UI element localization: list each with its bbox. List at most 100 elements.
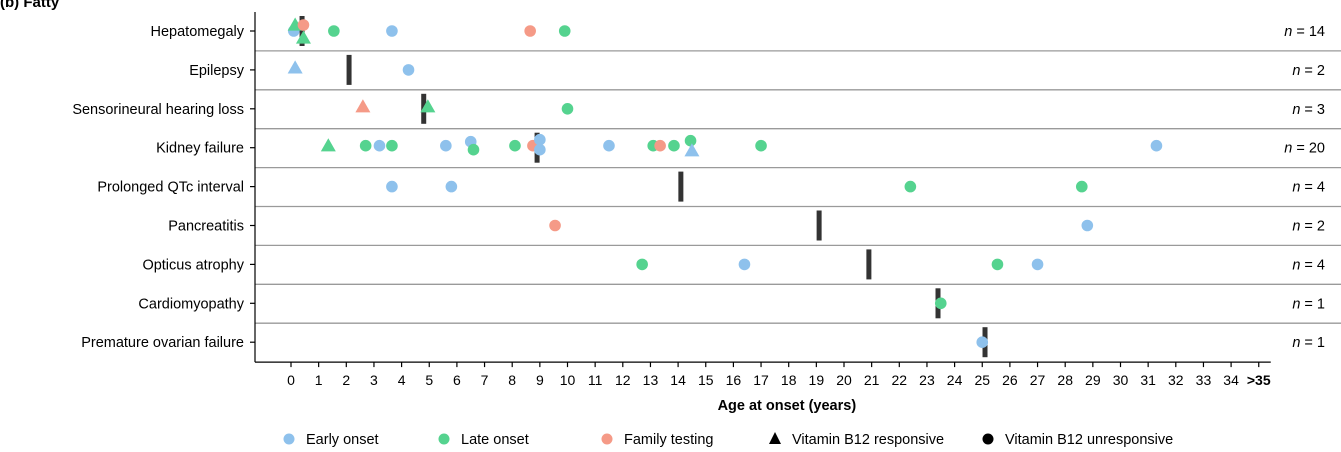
- y-tick-label: Opticus atrophy: [142, 257, 244, 273]
- legend-marker: [438, 433, 450, 445]
- y-tick-label: Kidney failure: [156, 141, 244, 157]
- n-count-label: n = 2: [1292, 219, 1325, 235]
- x-axis-label: Age at onset (years): [718, 398, 857, 414]
- data-point-circle: [934, 297, 947, 310]
- x-tick-label: 30: [1113, 372, 1129, 388]
- x-tick-label: 15: [698, 372, 714, 388]
- x-tick-label: 18: [781, 372, 797, 388]
- y-tick-label: Cardiomyopathy: [138, 296, 244, 312]
- legend-label: Early onset: [306, 432, 379, 448]
- y-tick-label: Sensorineural hearing loss: [72, 102, 244, 118]
- legend-label: Family testing: [624, 432, 713, 448]
- data-point-circle: [561, 103, 574, 115]
- data-point-circle: [668, 139, 680, 152]
- data-point-circle: [755, 139, 767, 152]
- data-point-triangle: [355, 99, 371, 113]
- legend-label: Vitamin B12 responsive: [792, 432, 944, 448]
- data-point-triangle: [684, 143, 700, 157]
- n-count-label: n = 1: [1292, 296, 1325, 312]
- x-tick-label: 0: [287, 372, 295, 388]
- x-tick-label: 19: [809, 372, 825, 388]
- n-count-label: n = 14: [1284, 24, 1325, 40]
- data-point-circle: [359, 139, 372, 152]
- data-point-circle: [386, 25, 398, 37]
- x-tick-label: 28: [1057, 372, 1073, 388]
- data-point-circle: [534, 133, 546, 146]
- x-tick-label: 20: [836, 372, 852, 388]
- median-bar: [346, 54, 352, 85]
- x-tick-label: >35: [1247, 372, 1271, 388]
- y-tick-label: Epilepsy: [189, 63, 245, 79]
- x-tick-label: 6: [453, 372, 461, 388]
- x-tick-label: 13: [643, 372, 659, 388]
- data-point-triangle: [295, 30, 311, 44]
- data-point-circle: [386, 180, 398, 193]
- x-tick-label: 25: [974, 372, 990, 388]
- x-tick-label: 24: [947, 372, 963, 388]
- data-point-circle: [654, 139, 666, 152]
- x-tick-label: 17: [753, 372, 769, 388]
- data-point-circle: [402, 64, 415, 76]
- data-point-circle: [373, 139, 386, 152]
- data-point-triangle: [320, 138, 336, 152]
- x-tick-label: 14: [670, 372, 686, 388]
- x-tick-label: 34: [1223, 372, 1239, 388]
- y-tick-label: Premature ovarian failure: [81, 335, 244, 351]
- x-tick-label: 3: [370, 372, 378, 388]
- median-bar: [866, 249, 872, 280]
- legend-label: Vitamin B12 unresponsive: [1005, 432, 1173, 448]
- median-bar: [678, 171, 684, 202]
- data-point-circle: [1031, 258, 1044, 271]
- x-tick-label: 21: [864, 372, 880, 388]
- data-point-circle: [991, 258, 1004, 271]
- x-tick-label: 5: [425, 372, 433, 388]
- n-count-label: n = 3: [1292, 102, 1325, 118]
- x-tick-label: 7: [481, 372, 489, 388]
- legend-marker: [283, 433, 295, 445]
- y-tick-label: Pancreatitis: [168, 219, 244, 235]
- data-point-circle: [297, 19, 310, 31]
- x-tick-label: 23: [919, 372, 935, 388]
- x-tick-label: 22: [892, 372, 908, 388]
- y-tick-label: Prolonged QTc interval: [97, 180, 244, 196]
- x-tick-label: 4: [398, 372, 406, 388]
- x-tick-label: 32: [1168, 372, 1184, 388]
- legend-marker: [769, 432, 781, 444]
- x-tick-label: 10: [560, 372, 576, 388]
- data-point-circle: [445, 180, 458, 193]
- median-bar: [816, 210, 822, 241]
- median-bar: [299, 16, 305, 46]
- x-tick-label: 16: [726, 372, 742, 388]
- x-tick-label: 8: [508, 372, 516, 388]
- n-count-label: n = 4: [1292, 180, 1325, 196]
- data-point-circle: [904, 180, 917, 193]
- data-point-triangle: [420, 99, 436, 113]
- x-tick-label: 29: [1085, 372, 1101, 388]
- legend-label: Late onset: [461, 432, 529, 448]
- x-tick-label: 27: [1030, 372, 1046, 388]
- data-point-circle: [684, 134, 697, 147]
- data-point-circle: [440, 139, 452, 152]
- data-point-circle: [524, 25, 536, 37]
- data-point-circle: [636, 258, 648, 271]
- x-tick-label: 31: [1140, 372, 1156, 388]
- n-count-label: n = 1: [1292, 335, 1325, 351]
- x-tick-label: 1: [315, 372, 323, 388]
- data-point-circle: [386, 139, 398, 152]
- data-point-circle: [558, 25, 571, 37]
- data-point-circle: [467, 143, 480, 156]
- x-tick-label: 33: [1196, 372, 1212, 388]
- x-tick-label: 11: [588, 372, 603, 388]
- x-tick-label: 2: [342, 372, 350, 388]
- legend-marker: [601, 433, 613, 445]
- y-tick-label: Hepatomegaly: [151, 24, 245, 40]
- data-point-circle: [549, 219, 561, 232]
- data-point-circle: [328, 25, 340, 37]
- x-tick-label: 26: [1002, 372, 1018, 388]
- data-point-circle: [1150, 139, 1163, 152]
- n-count-label: n = 20: [1284, 141, 1325, 157]
- data-point-triangle: [287, 60, 303, 74]
- n-count-label: n = 4: [1292, 257, 1325, 273]
- data-point-circle: [603, 139, 615, 152]
- data-point-circle: [509, 139, 521, 152]
